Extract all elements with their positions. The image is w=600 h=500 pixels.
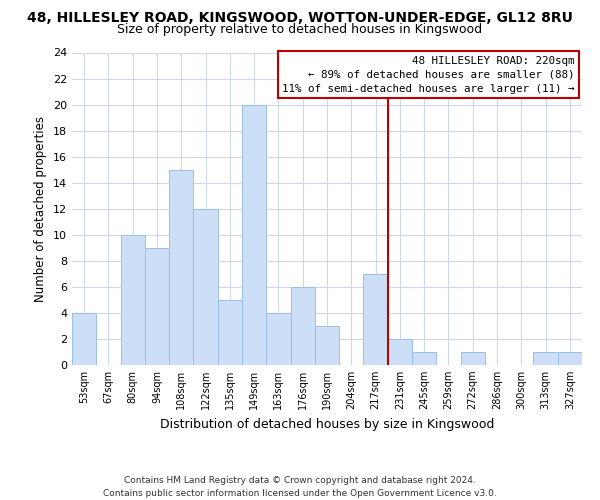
Text: Size of property relative to detached houses in Kingswood: Size of property relative to detached ho…	[118, 22, 482, 36]
Bar	[461, 352, 485, 365]
Bar	[121, 235, 145, 365]
Bar	[145, 248, 169, 365]
Y-axis label: Number of detached properties: Number of detached properties	[34, 116, 47, 302]
Text: Contains HM Land Registry data © Crown copyright and database right 2024.
Contai: Contains HM Land Registry data © Crown c…	[103, 476, 497, 498]
Bar	[558, 352, 582, 365]
Bar	[364, 274, 388, 365]
Bar	[169, 170, 193, 365]
Bar	[290, 287, 315, 365]
Bar	[218, 300, 242, 365]
Text: 48, HILLESLEY ROAD, KINGSWOOD, WOTTON-UNDER-EDGE, GL12 8RU: 48, HILLESLEY ROAD, KINGSWOOD, WOTTON-UN…	[27, 11, 573, 25]
Bar	[72, 313, 96, 365]
Bar	[266, 313, 290, 365]
Bar	[193, 209, 218, 365]
Bar	[412, 352, 436, 365]
Bar	[533, 352, 558, 365]
Bar	[388, 339, 412, 365]
Text: 48 HILLESLEY ROAD: 220sqm
← 89% of detached houses are smaller (88)
11% of semi-: 48 HILLESLEY ROAD: 220sqm ← 89% of detac…	[282, 56, 574, 94]
X-axis label: Distribution of detached houses by size in Kingswood: Distribution of detached houses by size …	[160, 418, 494, 430]
Bar	[242, 104, 266, 365]
Bar	[315, 326, 339, 365]
